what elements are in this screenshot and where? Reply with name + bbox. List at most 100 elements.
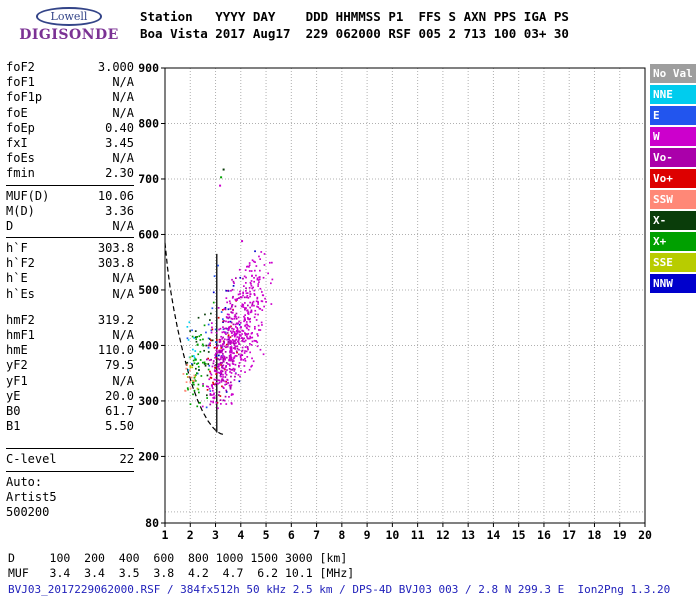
param-value: 10.06 bbox=[97, 188, 134, 203]
digisonde-logo-text: DIGISONDE bbox=[19, 27, 119, 43]
param-value: 20.0 bbox=[105, 388, 134, 403]
x-tick-label: 20 bbox=[638, 528, 652, 542]
param-value: 110.0 bbox=[97, 343, 134, 358]
param-value: N/A bbox=[112, 75, 134, 90]
param-row-fof1p: foF1p N/A bbox=[6, 90, 134, 105]
param-label: Artist5 bbox=[6, 489, 57, 504]
param-label: yE bbox=[6, 388, 21, 403]
param-label: h`F bbox=[6, 241, 28, 256]
param-label: fxI bbox=[6, 135, 28, 150]
y-tick-label: 800 bbox=[138, 116, 159, 130]
param-label: foF1 bbox=[6, 75, 35, 90]
param-label: hmF2 bbox=[6, 312, 35, 327]
legend-item-w: W bbox=[650, 127, 696, 146]
param-row-b0: B0 61.7 bbox=[6, 404, 134, 419]
param-value: N/A bbox=[112, 105, 134, 120]
param-value: 61.7 bbox=[105, 403, 134, 418]
x-tick-label: 13 bbox=[461, 528, 475, 542]
x-tick-label: 8 bbox=[338, 528, 345, 542]
param-value: N/A bbox=[112, 271, 134, 286]
param-label: 500200 bbox=[6, 504, 50, 519]
y-tick-label: 300 bbox=[138, 394, 159, 408]
y-tick-label: 500 bbox=[138, 283, 159, 297]
param-label: foF2 bbox=[6, 60, 35, 74]
x-tick-label: 7 bbox=[313, 528, 320, 542]
param-row-fof1: foF1 N/A bbox=[6, 75, 134, 90]
param-group-gap bbox=[6, 302, 134, 313]
legend-item-vo+: Vo+ bbox=[650, 169, 696, 188]
lowell-logo-text: Lowell bbox=[50, 10, 88, 23]
param-value: 303.8 bbox=[97, 241, 134, 256]
x-tick-label: 3 bbox=[212, 528, 219, 542]
x-tick-label: 2 bbox=[187, 528, 194, 542]
x-tick-label: 1 bbox=[162, 528, 169, 542]
scatter-points-e bbox=[186, 264, 230, 409]
param-value: 5.50 bbox=[105, 419, 134, 434]
param-row-yf1: yF1 N/A bbox=[6, 374, 134, 389]
legend-item-x-: X- bbox=[650, 211, 696, 230]
legend-item-vo-: Vo- bbox=[650, 148, 696, 167]
param-group-divider bbox=[6, 184, 134, 186]
param-row-fof2: foF2 3.000 bbox=[6, 60, 134, 75]
legend-item-ssw: SSW bbox=[650, 190, 696, 209]
param-row-foep: foEp 0.40 bbox=[6, 121, 134, 136]
param-value: 2.30 bbox=[105, 166, 134, 181]
y-tick-label: 600 bbox=[138, 227, 159, 241]
x-tick-label: 12 bbox=[436, 528, 450, 542]
scatter-points-ssw bbox=[182, 364, 196, 392]
x-tick-label: 16 bbox=[537, 528, 551, 542]
param-value: N/A bbox=[112, 218, 134, 233]
d-muf-table: D 100 200 400 600 800 1000 1500 3000 [km… bbox=[8, 551, 355, 580]
param-group-divider bbox=[6, 237, 134, 239]
param-value: 319.2 bbox=[97, 312, 134, 327]
y-tick-label: 700 bbox=[138, 172, 159, 186]
param-value: 3.45 bbox=[105, 135, 134, 150]
param-row-he: h`E N/A bbox=[6, 271, 134, 286]
param-row-500200: 500200 bbox=[6, 505, 134, 520]
x-tick-label: 11 bbox=[411, 528, 425, 542]
param-label: h`F2 bbox=[6, 256, 35, 271]
param-label: M(D) bbox=[6, 203, 35, 218]
param-label: foF1p bbox=[6, 90, 43, 105]
param-row-d: D N/A bbox=[6, 219, 134, 234]
legend-item-e: E bbox=[650, 106, 696, 125]
param-row-foe: foE N/A bbox=[6, 106, 134, 121]
param-row-yf2: yF2 79.5 bbox=[6, 358, 134, 373]
param-row-md: M(D) 3.36 bbox=[6, 204, 134, 219]
scatter-points-x+ bbox=[186, 301, 215, 408]
param-label: hmF1 bbox=[6, 328, 35, 342]
param-group-gap bbox=[6, 434, 134, 445]
param-label: D bbox=[6, 218, 14, 233]
x-tick-label: 4 bbox=[237, 528, 244, 542]
param-label: yF2 bbox=[6, 358, 28, 373]
param-label: C-level bbox=[6, 452, 57, 467]
param-row-auto: Auto: bbox=[6, 475, 134, 490]
param-row-mufd: MUF(D) 10.06 bbox=[6, 189, 134, 204]
x-tick-label: 5 bbox=[263, 528, 270, 542]
legend-item-nnw: NNW bbox=[650, 274, 696, 293]
param-label: MUF(D) bbox=[6, 188, 50, 203]
param-value: 79.5 bbox=[105, 358, 134, 373]
param-row-fmin: fmin 2.30 bbox=[6, 166, 134, 181]
param-label: h`Es bbox=[6, 286, 35, 301]
param-value: 303.8 bbox=[97, 256, 134, 271]
param-row-b1: B1 5.50 bbox=[6, 419, 134, 434]
param-label: foEp bbox=[6, 120, 35, 135]
param-row-clevel: C-level 22 bbox=[6, 452, 134, 467]
param-value: N/A bbox=[112, 90, 134, 105]
param-value: N/A bbox=[112, 373, 134, 388]
x-tick-label: 10 bbox=[385, 528, 399, 542]
param-row-hme: hmE 110.0 bbox=[6, 343, 134, 358]
station-header: Station YYYY DAY DDD HHMMSS P1 FFS S AXN… bbox=[140, 8, 569, 42]
x-tick-label: 18 bbox=[588, 528, 602, 542]
param-value: 3.000 bbox=[97, 60, 134, 74]
param-value: 22 bbox=[119, 452, 134, 467]
param-value: 0.40 bbox=[105, 120, 134, 135]
station-header-values: Boa Vista 2017 Aug17 229 062000 RSF 005 … bbox=[140, 26, 569, 41]
param-label: foE bbox=[6, 105, 28, 120]
x-tick-label: 17 bbox=[562, 528, 576, 542]
param-label: yF1 bbox=[6, 373, 28, 388]
x-tick-label: 19 bbox=[613, 528, 627, 542]
scatter-outliers bbox=[219, 168, 244, 243]
param-label: hmE bbox=[6, 343, 28, 358]
